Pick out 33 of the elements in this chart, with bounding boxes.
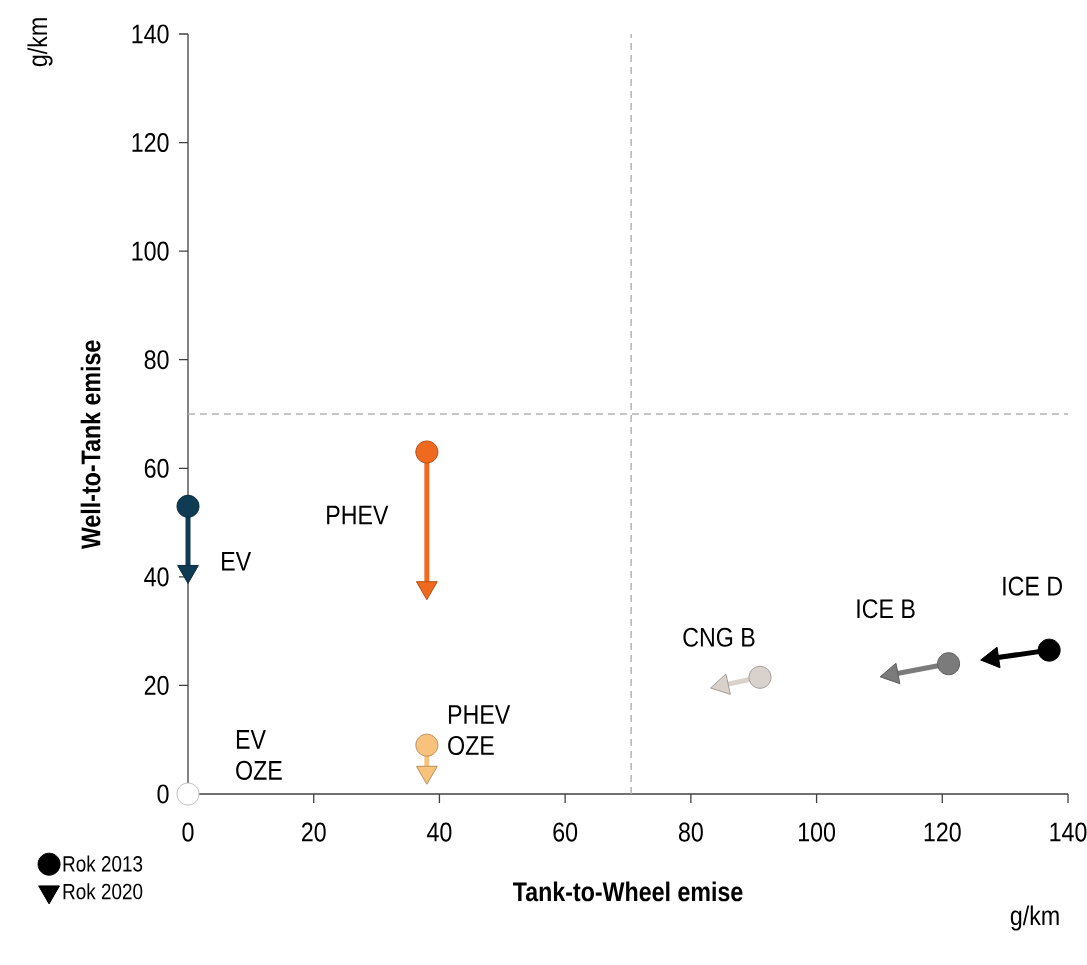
y-tick-label: 20 (144, 675, 169, 695)
y-tick-label: 120 (132, 133, 169, 153)
x-tick-label: 0 (182, 822, 194, 842)
annotation: PHEV OZE (448, 705, 511, 756)
point (176, 782, 200, 806)
point (176, 494, 200, 518)
x-tick-label: 20 (301, 822, 326, 842)
annotation: CNG B (683, 627, 755, 647)
x-tick-label: 120 (924, 822, 961, 842)
annotation: ICE D (1003, 576, 1062, 596)
y-tick-label: 140 (132, 24, 169, 44)
annotation: ICE B (857, 599, 915, 619)
y-axis-title: Well-to-Tank emise (80, 340, 101, 550)
annotation: EV (222, 551, 252, 571)
x-axis-title: Tank-to-Wheel emise (513, 881, 743, 902)
x-tick-label: 140 (1050, 822, 1087, 842)
y-tick-label: 60 (144, 458, 169, 478)
point (415, 733, 439, 757)
text: g/km (27, 18, 53, 67)
legend-label: Rok 2020 (63, 883, 143, 900)
y-tick-label: 0 (157, 784, 169, 804)
annotation: PHEV (327, 505, 389, 525)
x-tick-label: 80 (678, 822, 703, 842)
y-tick-label: 80 (144, 350, 169, 370)
x-tick-label: 40 (427, 822, 452, 842)
point (415, 440, 439, 464)
x-tick-label: 60 (553, 822, 578, 842)
y-tick-label: 100 (132, 241, 169, 261)
y-tick-label: 40 (144, 567, 169, 587)
legend-label: Rok 2013 (63, 855, 143, 872)
annotation: EV OZE (236, 730, 282, 780)
text: g/km (1010, 905, 1059, 931)
x-tick-label: 100 (798, 822, 836, 842)
